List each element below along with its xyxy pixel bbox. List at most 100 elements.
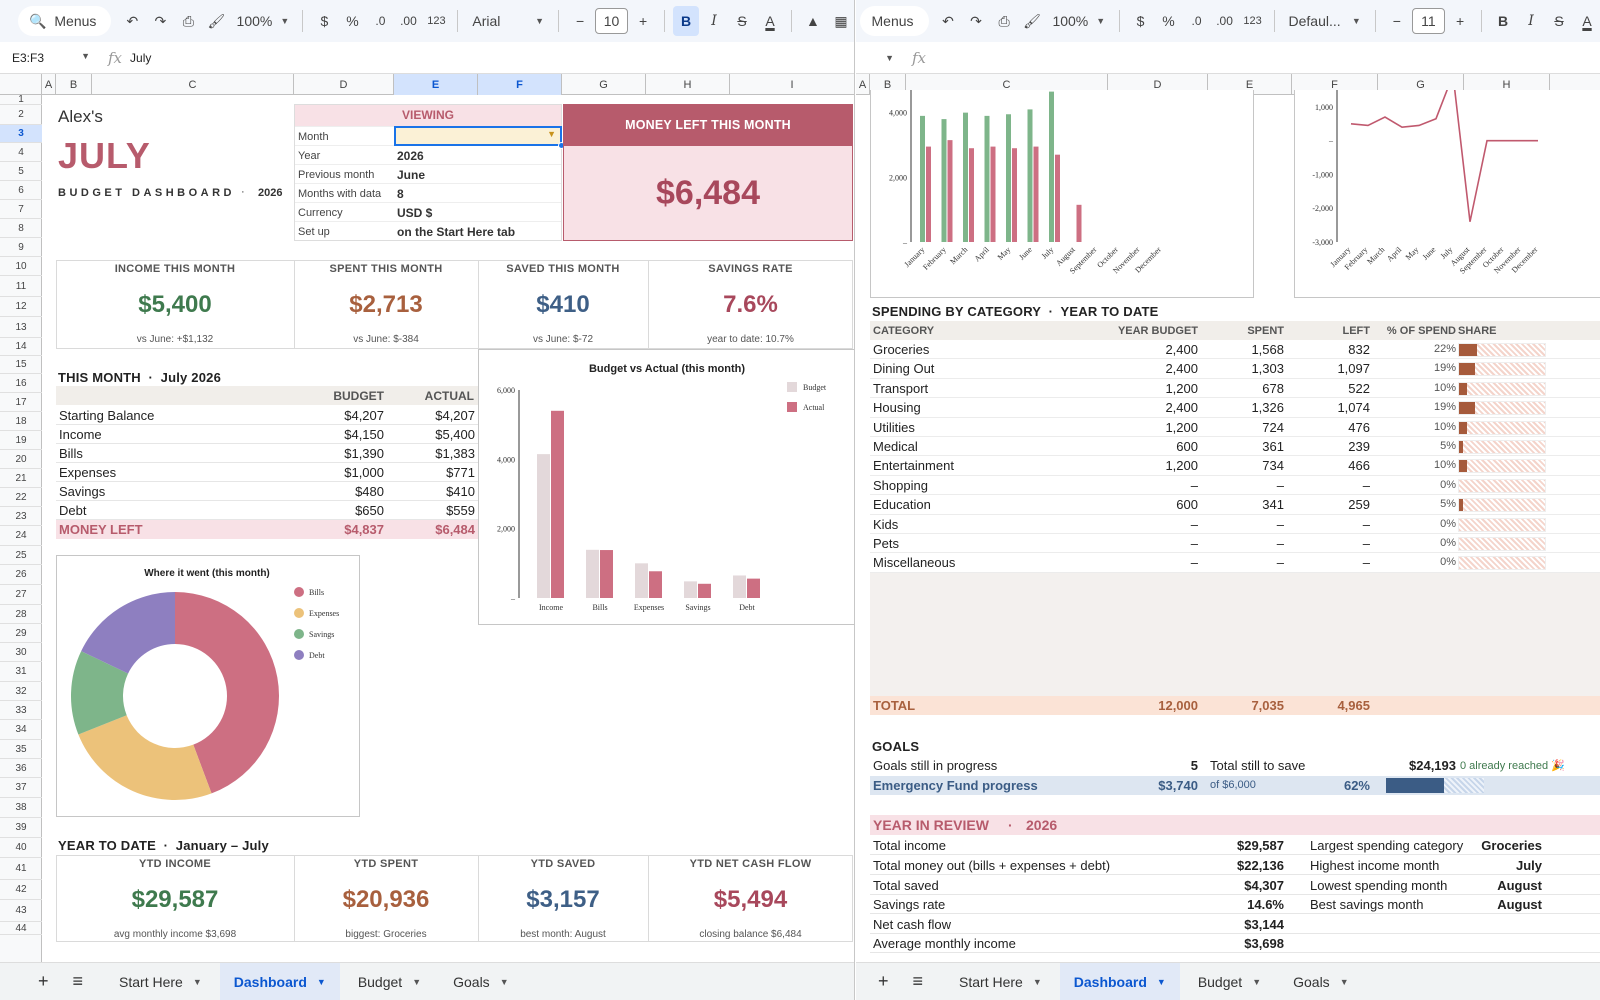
row-header[interactable]: 15 — [0, 356, 42, 374]
bar-actual[interactable] — [747, 578, 760, 598]
month-bar[interactable] — [984, 115, 990, 242]
zoom-dropdown[interactable]: 100% ▼ — [231, 6, 294, 36]
row-header[interactable]: 12 — [0, 297, 42, 317]
month-bar[interactable] — [1027, 109, 1033, 242]
col-header-f[interactable]: F — [1292, 74, 1378, 95]
col-header-a[interactable]: A — [42, 74, 56, 95]
row-header[interactable]: 5 — [0, 162, 42, 181]
select-all-corner[interactable] — [0, 74, 42, 95]
row-header[interactable]: 16 — [0, 374, 42, 393]
bar-budget[interactable] — [586, 549, 599, 598]
slice-expenses[interactable] — [78, 715, 212, 800]
strikethrough-button[interactable]: S — [1554, 13, 1564, 29]
borders-icon[interactable]: ▦ — [834, 12, 848, 29]
bar-actual[interactable] — [551, 410, 564, 598]
row-header[interactable]: 29 — [0, 624, 42, 643]
font-dropdown[interactable]: Defaul... ▼ — [1283, 6, 1367, 36]
tab-start-here[interactable]: Start Here ▼ — [945, 963, 1056, 1000]
row-header[interactable]: 42 — [0, 880, 42, 900]
font-dropdown[interactable]: Arial ▼ — [466, 6, 550, 36]
currency-format-button[interactable]: $ — [320, 13, 329, 29]
row-header[interactable]: 8 — [0, 219, 42, 238]
row-header[interactable]: 40 — [0, 838, 42, 858]
month-bar[interactable] — [1012, 148, 1017, 242]
tab-budget[interactable]: Budget ▼ — [1184, 963, 1275, 1000]
row-header[interactable]: 9 — [0, 238, 42, 257]
row-header[interactable]: 28 — [0, 605, 42, 624]
menus-search-button[interactable]: 🔍 Menus — [18, 6, 112, 36]
number-format-button[interactable]: 123 — [1243, 15, 1262, 27]
row-header[interactable]: 1 — [0, 94, 42, 105]
redo-icon[interactable]: ↷ — [154, 12, 167, 29]
row-header[interactable]: 13 — [0, 317, 42, 338]
row-header[interactable]: 35 — [0, 740, 42, 759]
strikethrough-button[interactable]: S — [737, 13, 747, 29]
col-header-c[interactable]: C — [906, 74, 1108, 95]
tab-goals[interactable]: Goals ▼ — [1279, 963, 1363, 1000]
col-header-d[interactable]: D — [294, 74, 394, 95]
col-header-h[interactable]: H — [646, 74, 730, 95]
row-header[interactable]: 7 — [0, 200, 42, 219]
menus-search-button[interactable]: Menus — [860, 6, 930, 36]
row-header[interactable]: 22 — [0, 488, 42, 507]
font-size-input[interactable]: 10 — [595, 8, 629, 34]
row-header[interactable]: 44 — [0, 922, 42, 935]
net-cash-flow-line[interactable] — [1350, 74, 1538, 222]
row-header[interactable]: 2 — [0, 105, 42, 125]
row-header[interactable]: 38 — [0, 798, 42, 818]
row-header[interactable]: 26 — [0, 565, 42, 585]
increase-decimal-button[interactable]: .00 — [400, 14, 417, 28]
month-bar[interactable] — [1006, 114, 1011, 242]
month-bar[interactable] — [1055, 154, 1060, 242]
name-box[interactable]: ▼ — [856, 53, 904, 63]
italic-button[interactable]: I — [711, 13, 717, 29]
col-header-g[interactable]: G — [562, 74, 646, 95]
col-header-b[interactable]: B — [56, 74, 92, 95]
row-header[interactable]: 3 — [0, 125, 42, 143]
paint-format-icon[interactable]: 🖌 — [207, 12, 226, 29]
bar-budget[interactable] — [684, 581, 697, 598]
month-bar[interactable] — [1049, 91, 1054, 242]
monthly-income-spending-chart[interactable]: –2,000 4,000 January February March April May J… — [870, 90, 1254, 298]
decrease-decimal-button[interactable]: .0 — [375, 14, 386, 28]
slice-bills[interactable] — [175, 592, 280, 794]
month-bar[interactable] — [926, 146, 931, 242]
row-header[interactable]: 19 — [0, 431, 42, 450]
row-header[interactable]: 27 — [0, 585, 42, 605]
row-header[interactable]: 14 — [0, 338, 42, 356]
row-header[interactable]: 32 — [0, 682, 42, 701]
month-bar[interactable] — [1033, 146, 1039, 242]
tab-dashboard[interactable]: Dashboard ▼ — [1059, 962, 1180, 1000]
row-header[interactable]: 20 — [0, 450, 42, 469]
month-bar[interactable] — [1076, 204, 1082, 242]
italic-button[interactable]: I — [1528, 13, 1534, 29]
row-header[interactable]: 11 — [0, 276, 42, 297]
bar-budget[interactable] — [733, 575, 746, 598]
col-header-b[interactable]: B — [870, 74, 906, 95]
fill-color-icon[interactable]: ▲ — [806, 13, 820, 29]
col-header-c[interactable]: C — [92, 74, 294, 95]
month-bar[interactable] — [920, 115, 925, 242]
formula-input[interactable]: July — [130, 50, 152, 65]
bar-actual[interactable] — [698, 583, 711, 598]
row-header[interactable]: 6 — [0, 181, 42, 200]
tab-budget[interactable]: Budget ▼ — [344, 963, 435, 1000]
row-header[interactable]: 39 — [0, 818, 42, 838]
bar-actual[interactable] — [649, 571, 662, 598]
month-bar[interactable] — [963, 112, 968, 242]
number-format-button[interactable]: 123 — [427, 15, 446, 27]
add-sheet-button[interactable]: + — [878, 971, 889, 991]
currency-format-button[interactable]: $ — [1136, 13, 1145, 29]
percent-format-button[interactable]: % — [1162, 13, 1175, 29]
text-color-button[interactable]: A — [1582, 13, 1592, 29]
row-header[interactable]: 37 — [0, 778, 42, 798]
row-header[interactable]: 34 — [0, 720, 42, 740]
where-it-went-chart[interactable]: Where it went (this month) Bills Expenses S… — [56, 555, 360, 817]
name-box[interactable]: E3:F3 ▼ — [0, 51, 100, 65]
all-sheets-menu-icon[interactable]: ≡ — [912, 971, 924, 991]
paint-format-icon[interactable]: 🖌 — [1023, 12, 1041, 29]
row-header[interactable]: 23 — [0, 507, 42, 526]
col-header-e[interactable]: E — [394, 74, 478, 95]
row-header[interactable]: 43 — [0, 900, 42, 922]
month-selector-cell[interactable]: ▼ — [394, 126, 562, 146]
